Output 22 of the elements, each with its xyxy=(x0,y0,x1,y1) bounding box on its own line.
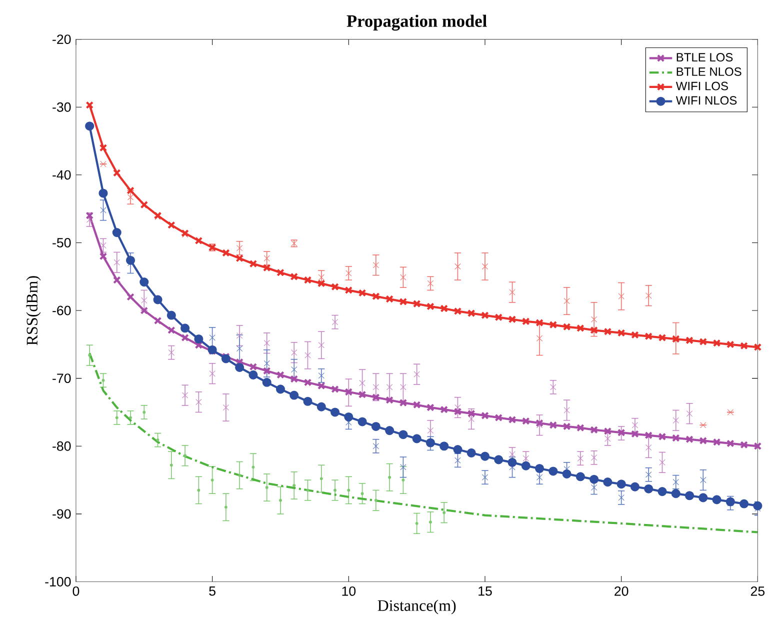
y-tick-label: -50 xyxy=(52,238,71,248)
x-tick-label: 0 xyxy=(72,586,80,596)
legend-label: BTLE NLOS xyxy=(676,68,742,76)
x-tick-label: 15 xyxy=(478,586,492,596)
y-tick-label: -20 xyxy=(52,34,71,44)
x-tick-label: 25 xyxy=(750,586,765,596)
chart-title: Propagation model xyxy=(346,14,487,31)
y-axis-title: RSS(dBm) xyxy=(26,276,41,346)
legend-label: BTLE LOS xyxy=(676,53,733,62)
y-tick-label: -100 xyxy=(45,577,71,587)
y-tick-label: -40 xyxy=(52,170,71,180)
y-tick-label: -30 xyxy=(52,102,71,112)
x-tick-label: 20 xyxy=(614,586,628,596)
y-tick-label: -80 xyxy=(52,442,71,451)
x-tick-label: 10 xyxy=(342,586,356,596)
y-tick-label: -90 xyxy=(52,509,71,519)
y-tick-label: -60 xyxy=(52,306,71,316)
y-tick-label: -70 xyxy=(52,374,71,384)
legend-label: WIFI LOS xyxy=(676,82,728,90)
legend-label: WIFI NLOS xyxy=(676,96,737,105)
x-tick-label: 5 xyxy=(209,586,216,596)
x-axis-title: Distance(m) xyxy=(378,600,456,614)
